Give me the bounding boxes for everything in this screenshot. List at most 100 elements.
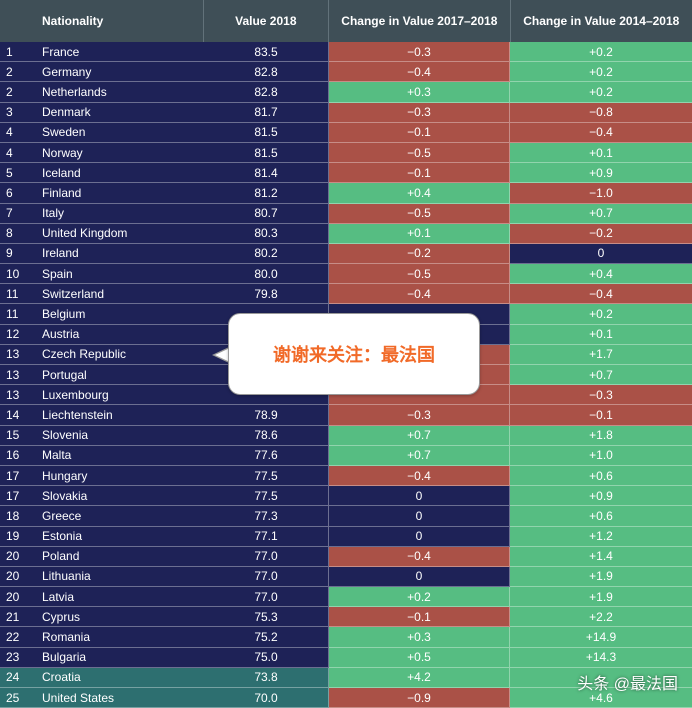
nationality-cell: Greece	[42, 506, 204, 527]
header-change-2017-2018[interactable]: Change in Value 2017–2018	[329, 0, 511, 42]
table-row[interactable]: 21 Cyprus 75.3 −0.1 +2.2	[0, 607, 692, 628]
table-row[interactable]: 1 France 83.5 −0.3 +0.2	[0, 42, 692, 63]
nationality-cell: Belgium	[42, 304, 204, 325]
table-row[interactable]: 19 Estonia 77.1 0 +1.2	[0, 526, 692, 547]
change-2017-2018-cell: 0	[329, 526, 510, 547]
change-2014-2018-cell: −0.3	[510, 385, 692, 406]
change-2017-2018-cell: −0.4	[329, 62, 510, 83]
change-2014-2018-cell: −0.8	[510, 102, 692, 123]
value-2018-cell: 75.3	[204, 607, 329, 628]
change-2017-2018-cell: +0.5	[329, 647, 510, 668]
table-row[interactable]: 23 Bulgaria 75.0 +0.5 +14.3	[0, 647, 692, 668]
table-row[interactable]: 20 Poland 77.0 −0.4 +1.4	[0, 546, 692, 567]
table-row[interactable]: 2 Germany 82.8 −0.4 +0.2	[0, 62, 692, 83]
change-2014-2018-cell: +0.9	[510, 486, 692, 507]
header-change-2014-2018[interactable]: Change in Value 2014–2018	[523, 14, 680, 28]
value-2018-cell: 75.2	[204, 627, 329, 648]
value-2018-cell: 83.5	[204, 42, 329, 63]
table-row[interactable]: 16 Malta 77.6 +0.7 +1.0	[0, 445, 692, 466]
table-row[interactable]: 11 Switzerland 79.8 −0.4 −0.4	[0, 284, 692, 305]
change-2017-2018-cell: −0.4	[329, 284, 510, 305]
table-row[interactable]: 20 Latvia 77.0 +0.2 +1.9	[0, 587, 692, 608]
change-2014-2018-cell: 0	[510, 243, 692, 265]
nationality-cell: Bulgaria	[42, 647, 204, 668]
table-row[interactable]: 4 Sweden 81.5 −0.1 −0.4	[0, 122, 692, 143]
change-2017-2018-cell: −0.5	[329, 264, 510, 285]
change-2014-2018-cell: −0.1	[510, 405, 692, 426]
change-2017-2018-cell: −0.1	[329, 163, 510, 184]
rank-cell: 13	[0, 385, 42, 406]
table-row[interactable]: 18 Greece 77.3 0 +0.6	[0, 506, 692, 527]
nationality-cell: Poland	[42, 546, 204, 567]
rank-cell: 2	[0, 82, 42, 103]
table-row[interactable]: 17 Slovakia 77.5 0 +0.9	[0, 486, 692, 507]
value-2018-cell: 82.8	[204, 82, 329, 103]
change-2017-2018-cell: 0	[329, 506, 510, 527]
change-2017-2018-cell: −0.1	[329, 122, 510, 143]
change-2017-2018-cell: +0.1	[329, 223, 510, 244]
change-2014-2018-cell: +1.8	[510, 425, 692, 446]
header-nationality[interactable]: Nationality	[0, 0, 204, 42]
table-row[interactable]: 14 Liechtenstein 78.9 −0.3 −0.1	[0, 405, 692, 426]
value-2018-cell: 77.5	[204, 465, 329, 487]
value-2018-cell: 77.0	[204, 546, 329, 567]
nationality-cell: Hungary	[42, 465, 204, 487]
nationality-cell: United States	[42, 688, 204, 708]
change-2017-2018-cell: −0.3	[329, 42, 510, 63]
change-2017-2018-cell: −0.3	[329, 405, 510, 426]
rank-cell: 16	[0, 445, 42, 466]
change-2014-2018-cell: +0.1	[510, 142, 692, 164]
table-row[interactable]: 10 Spain 80.0 −0.5 +0.4	[0, 264, 692, 285]
table-body: 1 France 83.5 −0.3 +0.2 2 Germany 82.8 −0.4 +0.2 2…	[0, 42, 692, 708]
nationality-cell: Austria	[42, 324, 204, 345]
nationality-cell: Slovenia	[42, 425, 204, 446]
table-row[interactable]: 24 Croatia 73.8 +4.2	[0, 667, 692, 688]
value-2018-cell: 77.6	[204, 445, 329, 466]
nationality-cell: Denmark	[42, 102, 204, 123]
nationality-cell: France	[42, 42, 204, 63]
table-row[interactable]: 2 Netherlands 82.8 +0.3 +0.2	[0, 82, 692, 103]
value-2018-cell: 73.8	[204, 667, 329, 688]
change-2014-2018-cell	[510, 667, 692, 688]
change-2017-2018-cell: 0	[329, 486, 510, 507]
nationality-cell: Croatia	[42, 667, 204, 688]
nationality-cell: Czech Republic	[42, 344, 204, 365]
value-2018-cell: 78.9	[204, 405, 329, 426]
nationality-cell: Switzerland	[42, 284, 204, 305]
value-2018-cell: 77.3	[204, 506, 329, 527]
table-row[interactable]: 5 Iceland 81.4 −0.1 +0.9	[0, 163, 692, 184]
table-row[interactable]: 7 Italy 80.7 −0.5 +0.7	[0, 203, 692, 224]
rank-cell: 7	[0, 203, 42, 224]
rank-cell: 5	[0, 163, 42, 184]
change-2017-2018-cell: −0.1	[329, 607, 510, 628]
rank-cell: 17	[0, 486, 42, 507]
table-row[interactable]: 22 Romania 75.2 +0.3 +14.9	[0, 627, 692, 648]
nationality-cell: Estonia	[42, 526, 204, 547]
table-row[interactable]: 17 Hungary 77.5 −0.4 +0.6	[0, 465, 692, 487]
callout-tail-fill	[215, 348, 230, 362]
change-2017-2018-cell: +0.3	[329, 82, 510, 103]
rank-cell: 20	[0, 587, 42, 608]
table-row[interactable]: 15 Slovenia 78.6 +0.7 +1.8	[0, 425, 692, 446]
table-row[interactable]: 6 Finland 81.2 +0.4 −1.0	[0, 183, 692, 204]
change-2014-2018-cell: +14.9	[510, 627, 692, 648]
table-row[interactable]: 8 United Kingdom 80.3 +0.1 −0.2	[0, 223, 692, 244]
value-2018-cell: 80.2	[204, 243, 329, 265]
watermark: 头条 @最法国	[577, 676, 678, 693]
table-row[interactable]: 4 Norway 81.5 −0.5 +0.1	[0, 142, 692, 164]
change-2014-2018-cell: +0.2	[510, 62, 692, 83]
header-value-2018[interactable]: Value 2018	[204, 0, 330, 42]
change-2017-2018-cell: −0.5	[329, 203, 510, 224]
nationality-cell: Malta	[42, 445, 204, 466]
change-2017-2018-cell: −0.4	[329, 546, 510, 567]
value-2018-cell: 77.5	[204, 486, 329, 507]
rank-cell: 9	[0, 243, 42, 265]
table-row[interactable]: 20 Lithuania 77.0 0 +1.9	[0, 566, 692, 588]
callout-bubble: 谢谢来关注：最法国	[228, 313, 480, 395]
value-2018-cell: 70.0	[204, 688, 329, 708]
table-row[interactable]: 3 Denmark 81.7 −0.3 −0.8	[0, 102, 692, 123]
table-row[interactable]: 9 Ireland 80.2 −0.2 0	[0, 243, 692, 265]
rank-cell: 12	[0, 324, 42, 345]
change-2017-2018-cell: −0.5	[329, 142, 510, 164]
